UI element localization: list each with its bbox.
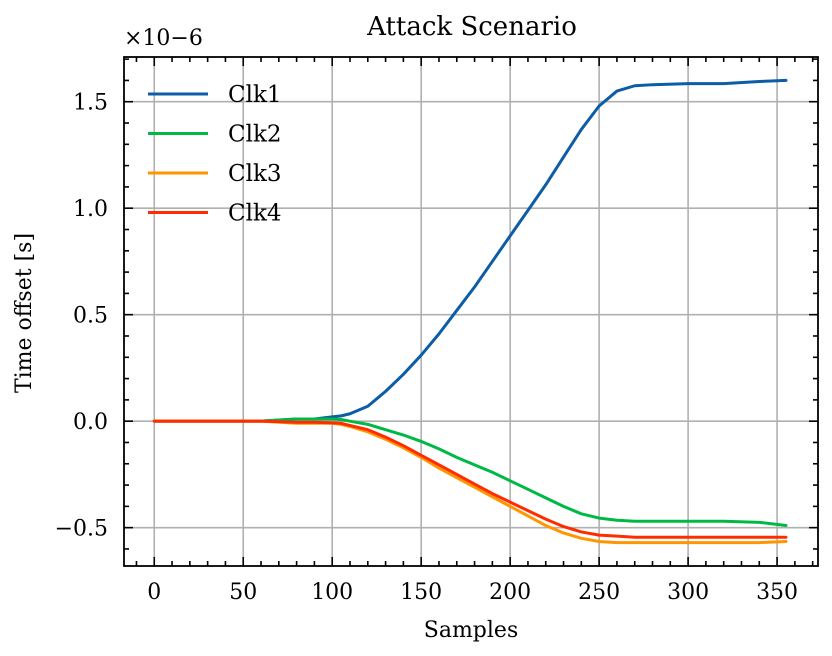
series-line-clk2 bbox=[152, 417, 788, 528]
legend-label-clk1: Clk1 bbox=[228, 82, 282, 108]
x-tick-label: 350 bbox=[756, 580, 798, 605]
plot-frame bbox=[123, 56, 819, 567]
grid bbox=[124, 57, 818, 566]
x-tick-labels: 0 50 100 150 200 250 300 350 bbox=[147, 580, 798, 605]
chart-title: Attack Scenario bbox=[366, 12, 577, 42]
axis-ticks bbox=[124, 57, 818, 566]
x-tick-label: 250 bbox=[578, 580, 620, 605]
y-tick-label: −0.5 bbox=[55, 517, 108, 542]
y-tick-labels: −0.5 0.0 0.5 1.0 1.5 bbox=[55, 91, 108, 542]
y-scale-multiplier: ×10−6 bbox=[124, 26, 203, 51]
x-tick-label: 100 bbox=[311, 580, 353, 605]
legend-label-clk2: Clk2 bbox=[228, 122, 282, 148]
legend: Clk1 Clk2 Clk3 Clk4 bbox=[148, 82, 282, 227]
series-lines bbox=[152, 78, 788, 545]
y-tick-label: 1.5 bbox=[73, 91, 108, 116]
x-tick-label: 300 bbox=[667, 580, 709, 605]
series-line-clk4 bbox=[152, 419, 788, 539]
y-tick-label: 1.0 bbox=[73, 197, 108, 222]
y-axis-label: Time offset [s] bbox=[12, 233, 37, 393]
x-tick-label: 200 bbox=[489, 580, 531, 605]
x-tick-label: 50 bbox=[229, 580, 257, 605]
x-tick-label: 0 bbox=[147, 580, 161, 605]
x-tick-label: 150 bbox=[400, 580, 442, 605]
legend-label-clk3: Clk3 bbox=[228, 161, 282, 187]
y-tick-label: 0.0 bbox=[73, 410, 108, 435]
legend-label-clk4: Clk4 bbox=[228, 201, 282, 227]
x-axis-label: Samples bbox=[424, 618, 518, 643]
y-tick-label: 0.5 bbox=[73, 304, 108, 329]
